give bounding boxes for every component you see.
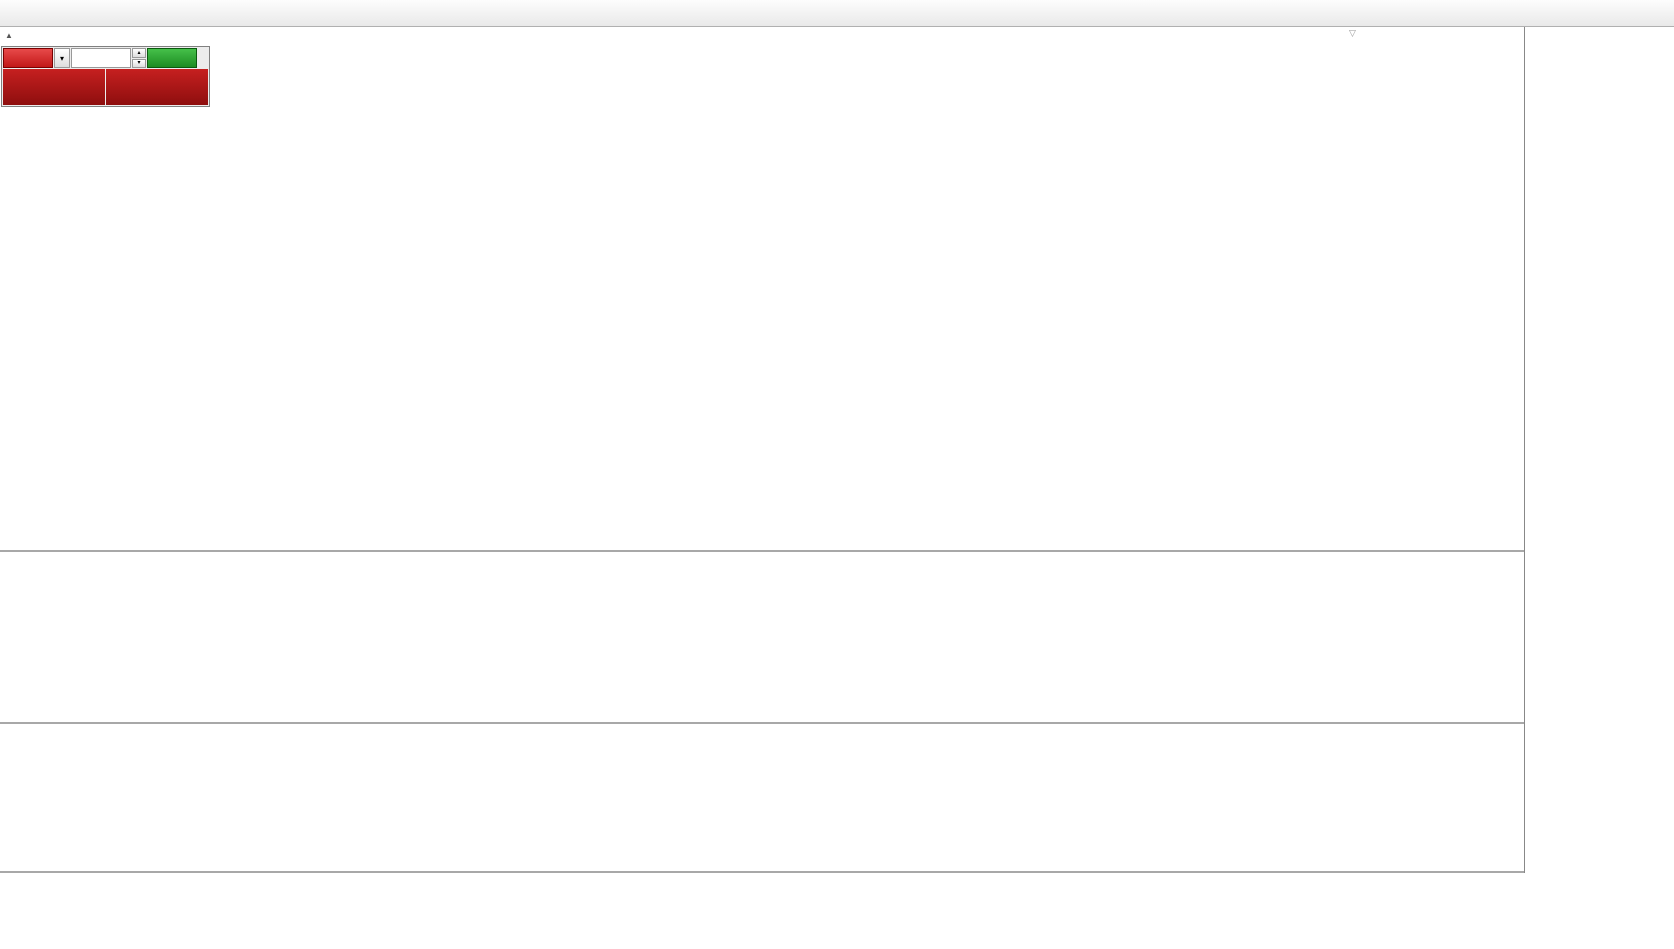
chevron-up-icon: ▴ [137,49,141,56]
highlight-rect[interactable] [1243,226,1348,242]
order-dropdown-button[interactable]: ▾ [54,48,70,68]
volume-input[interactable] [71,48,131,68]
sell-quote[interactable] [3,69,105,105]
price-axis[interactable] [1524,27,1674,897]
main-toolbar [0,0,1674,27]
macd-panel-canvas[interactable] [0,552,1524,722]
quote-row [3,69,208,105]
one-click-trading-panel: ▾ ▴ ▾ [1,46,210,107]
chart-icon: ▲ [5,31,13,40]
panel-separator[interactable] [0,722,1674,724]
sell-button[interactable] [3,48,53,68]
chart-shift-marker[interactable]: ▽ [1349,28,1356,38]
buy-quote[interactable] [106,69,208,105]
volume-decrease-button[interactable]: ▾ [132,58,146,68]
chevron-down-icon: ▾ [137,60,141,67]
main-chart-canvas[interactable] [0,27,1524,550]
panel-separator[interactable] [0,871,1674,873]
trade-controls-row: ▾ ▴ ▾ [3,48,208,68]
time-axis[interactable] [0,873,1674,897]
buy-button[interactable] [147,48,197,68]
rsi-panel-canvas[interactable] [0,724,1524,871]
chevron-down-icon: ▾ [59,53,64,63]
volume-increase-button[interactable]: ▴ [132,48,146,58]
volume-spinner: ▴ ▾ [132,48,146,68]
panel-separator[interactable] [0,550,1674,552]
symbol-ohlc-bar: ▲ [5,31,27,40]
